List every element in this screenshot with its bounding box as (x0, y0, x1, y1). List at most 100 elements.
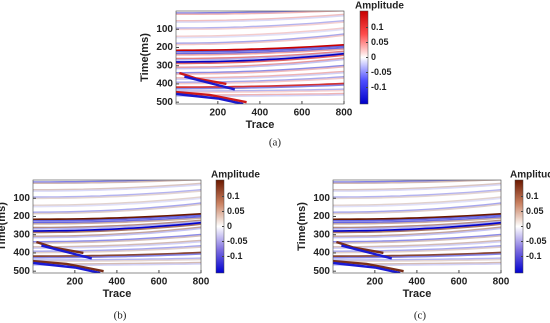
colorbar-tick-label: -0.1 (526, 251, 542, 261)
y-tick-label: 300 (156, 60, 173, 71)
x-tick-label: 200 (66, 277, 83, 288)
colorbar-tick-label: 0 (526, 221, 531, 231)
dipping-event (333, 261, 401, 273)
x-tick-label: 600 (151, 277, 168, 288)
seismic-event (333, 223, 501, 234)
seismic-event (33, 226, 201, 238)
x-tick-label: 800 (193, 277, 210, 288)
seismic-event (333, 214, 501, 222)
x-tick-label: 400 (252, 108, 269, 119)
seismic-event (333, 182, 501, 191)
panel-label: (c) (414, 310, 427, 322)
y-axis-label: Time(ms) (296, 202, 308, 251)
y-tick-label: 500 (313, 266, 330, 277)
x-tick-label: 800 (336, 108, 353, 119)
y-tick-label: 200 (313, 211, 330, 222)
seismic-event (33, 253, 201, 259)
colorbar-tick-label: 0.05 (526, 206, 544, 216)
seismic-event (176, 11, 344, 16)
seismic-event (176, 20, 344, 30)
y-tick-label: 200 (156, 42, 173, 53)
seismic-event (333, 251, 501, 258)
seismic-event (176, 33, 344, 45)
seismic-event (333, 258, 501, 263)
y-tick-label: 300 (13, 229, 30, 240)
x-tick-label: 200 (209, 108, 226, 119)
panel: 200 400 600 800 100 200 300 400 500 Trace Time(ms)… (0, 170, 260, 322)
seismic-event (176, 54, 344, 65)
x-axis-label: Trace (403, 288, 432, 300)
x-axis-label: Trace (246, 119, 275, 131)
seismic-event (176, 44, 344, 53)
y-tick-label: 500 (13, 266, 30, 277)
seismic-event (33, 203, 201, 215)
seismic-event (176, 27, 344, 38)
seismic-event (176, 89, 344, 94)
seismic-event (176, 50, 344, 60)
colorbar-tick-label: 0.1 (526, 191, 539, 201)
seismic-event (333, 180, 490, 184)
seismic-event (33, 180, 201, 185)
seismic-event (176, 52, 344, 64)
x-tick-label: 600 (451, 277, 468, 288)
seismic-event (333, 180, 501, 185)
y-tick-label: 400 (313, 248, 330, 259)
colorbar-tick-label: -0.05 (227, 236, 248, 246)
panel-label: (b) (114, 310, 127, 322)
x-tick-label: 800 (493, 277, 510, 288)
y-tick-label: 200 (13, 211, 30, 222)
y-axis-label: Time(ms) (0, 202, 8, 251)
seismic-event (176, 47, 344, 55)
colorbar-title: Amplitude (355, 1, 404, 12)
seismic-event (333, 257, 501, 262)
panel: 200 400 600 800 100 200 300 400 500 Trace Time(ms)… (296, 170, 550, 322)
dipping-event (176, 92, 244, 104)
panel: 200 400 600 800 100 200 300 400 500 Trace Time(ms)… (139, 1, 404, 149)
seismic-event (176, 66, 344, 75)
seismic-event (333, 233, 501, 243)
seismic-event (33, 197, 201, 208)
y-tick-label: 500 (156, 97, 173, 108)
seismic-event (33, 257, 201, 262)
seismic-event (176, 45, 344, 53)
seismic-event (333, 235, 501, 244)
seismic-event (333, 220, 501, 230)
seismic-event (33, 183, 201, 192)
colorbar-title: Amplitude (211, 170, 260, 181)
y-axis-label: Time(ms) (139, 33, 151, 82)
y-tick-label: 100 (313, 193, 330, 204)
seismic-event (33, 217, 201, 225)
y-tick-label: 300 (313, 229, 330, 240)
seismic-event (176, 88, 344, 93)
seismic-image (176, 11, 344, 104)
seismic-event (176, 58, 344, 70)
seismic-event (33, 190, 201, 200)
seismic-event (176, 21, 344, 31)
colorbar-tick-label: -0.05 (371, 67, 392, 77)
seismic-event (333, 203, 501, 215)
seismic-event (333, 253, 501, 259)
seismic-event (33, 214, 201, 222)
seismic-event (33, 233, 201, 243)
seismic-event (333, 219, 501, 229)
seismic-event (33, 223, 201, 234)
colorbar-tick-label: 0.05 (371, 37, 389, 47)
seismic-event (176, 14, 344, 23)
y-tick-label: 100 (13, 193, 30, 204)
seismic-event (333, 183, 501, 192)
dipping-event (184, 75, 236, 91)
seismic-event (176, 70, 344, 80)
dipping-event (41, 244, 93, 260)
y-tick-label: 400 (13, 248, 30, 259)
seismic-event (33, 258, 201, 263)
seismic-event (176, 77, 344, 85)
seismic-image (33, 180, 201, 273)
x-tick-label: 400 (109, 277, 126, 288)
seismic-image (333, 180, 501, 273)
seismic-event (176, 64, 344, 74)
seismic-event (176, 57, 344, 69)
seismic-event (176, 11, 333, 15)
dipping-event (333, 259, 404, 273)
seismic-event (333, 197, 501, 208)
